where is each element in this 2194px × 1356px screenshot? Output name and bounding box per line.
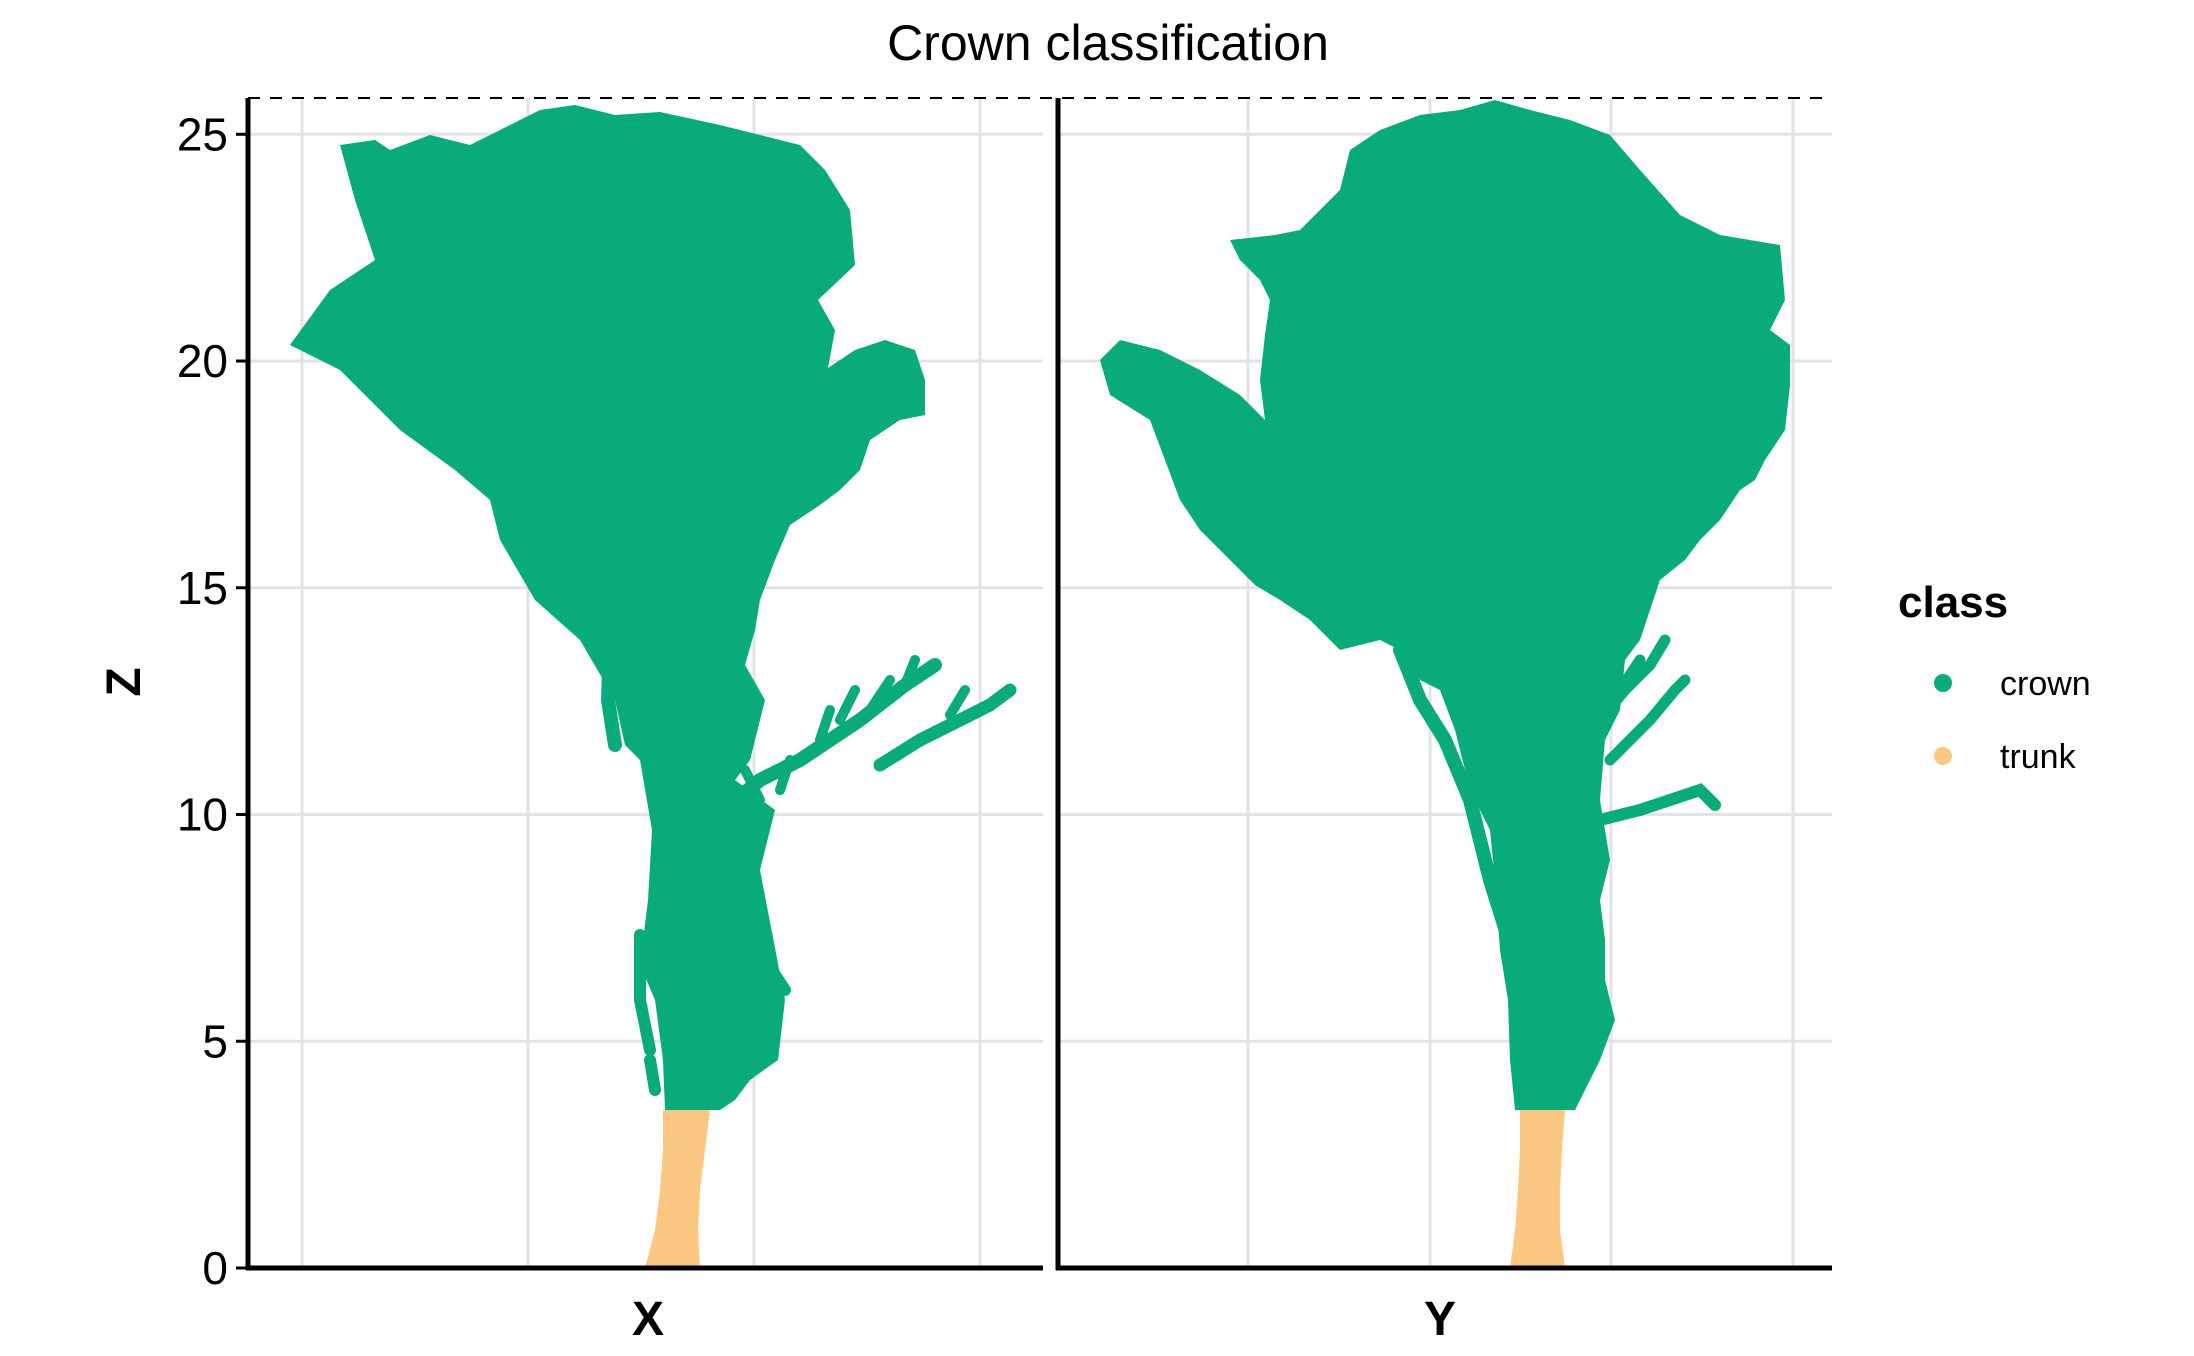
crown-points-y	[1100, 100, 1790, 1110]
legend-key-trunk	[1934, 747, 1952, 765]
y-axis-title: Z	[98, 667, 151, 696]
crown-branch-x-2	[873, 683, 1017, 772]
legend-entries: crown trunk	[1934, 665, 2091, 776]
y-axis: 0 5 10 15 20 25	[177, 108, 248, 1294]
crown-branch-x-4	[600, 633, 672, 827]
tree-point-cloud-y	[1100, 100, 1790, 1268]
legend-key-crown	[1934, 674, 1952, 692]
legend-title: class	[1898, 578, 2008, 627]
crown-points-x	[290, 105, 925, 1110]
x-axis-title-left: X	[632, 1293, 664, 1346]
trunk-points-y	[1510, 1110, 1565, 1268]
crown-branch-x-3	[740, 655, 970, 805]
legend: class crown trunk	[1898, 578, 2091, 776]
y-tick-label-0: 0	[202, 1242, 228, 1294]
legend-label-trunk: trunk	[2000, 738, 2077, 776]
legend-label-crown: crown	[2000, 665, 2091, 703]
facet-panel-x	[245, 98, 1043, 1271]
crown-branch-y-1	[1393, 643, 1522, 967]
tree-point-cloud-x	[290, 105, 1017, 1268]
y-tick-label-5: 25	[177, 108, 228, 160]
y-tick-label-1: 5	[202, 1015, 228, 1067]
axes-left	[245, 98, 1043, 1271]
crown-branch-y-2	[1594, 783, 1721, 826]
x-axis-title-right: Y	[1424, 1293, 1456, 1346]
chart-title: Crown classification	[887, 15, 1329, 71]
y-tick-label-2: 10	[177, 789, 228, 841]
axes-right	[1055, 98, 1832, 1271]
trunk-points-x	[645, 1110, 710, 1268]
crown-branch-y-3	[1594, 634, 1691, 766]
facet-panel-y	[1055, 98, 1832, 1271]
crown-branch-x-5	[634, 914, 791, 1096]
y-tick-label-4: 20	[177, 335, 228, 387]
y-tick-label-3: 15	[177, 562, 228, 614]
